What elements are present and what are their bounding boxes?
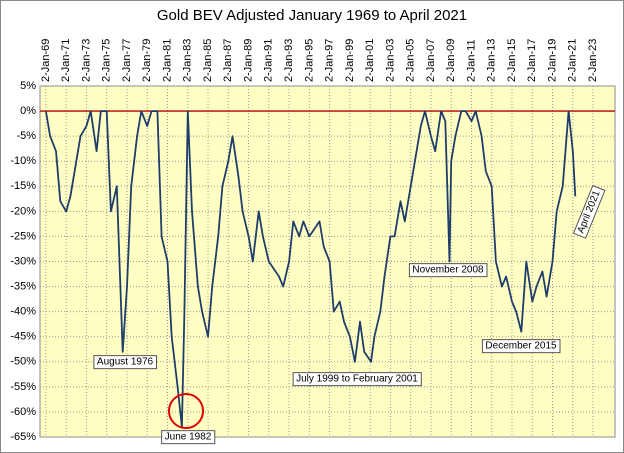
annotation: June 1982 xyxy=(161,430,216,445)
y-tick-label: -50% xyxy=(10,356,36,368)
annotation: November 2008 xyxy=(408,263,488,278)
x-tick-label: 2-Jan-69 xyxy=(40,39,52,82)
x-tick-label: 2-Jan-07 xyxy=(425,39,437,82)
annotation: August 1976 xyxy=(93,355,158,370)
x-tick-label: 2-Jan-81 xyxy=(161,39,173,82)
y-tick-label: -40% xyxy=(10,306,36,318)
annotation-box xyxy=(93,355,158,370)
annotation-box xyxy=(161,430,216,445)
annotation-box xyxy=(481,339,561,354)
y-tick-label: -55% xyxy=(10,381,36,393)
y-tick-label: -25% xyxy=(10,230,36,242)
x-tick-label: 2-Jan-21 xyxy=(567,39,579,82)
y-tick-label: -60% xyxy=(10,406,36,418)
annotation-text: July 1999 to February 2001 xyxy=(296,374,418,385)
x-tick-label: 2-Jan-05 xyxy=(405,39,417,82)
x-tick-label: 2-Jan-75 xyxy=(101,39,113,82)
y-tick-label: -5% xyxy=(16,130,36,142)
x-tick-label: 2-Jan-09 xyxy=(445,39,457,82)
x-tick-label: 2-Jan-97 xyxy=(324,39,336,82)
x-tick-label: 2-Jan-73 xyxy=(80,39,92,82)
x-tick-label: 2-Jan-91 xyxy=(263,39,275,82)
annotation-box xyxy=(292,372,422,387)
annotation-text: December 2015 xyxy=(485,341,557,352)
annotation-box xyxy=(572,184,606,239)
data-line xyxy=(45,110,577,428)
y-tick-label: 0% xyxy=(20,105,36,117)
y-tick-label: -45% xyxy=(10,331,36,343)
x-tick-label: 2-Jan-15 xyxy=(506,39,518,82)
x-tick-label: 2-Jan-03 xyxy=(384,39,396,82)
annotation-text: November 2008 xyxy=(412,265,484,276)
x-tick-label: 2-Jan-23 xyxy=(587,39,599,82)
x-tick-label: 2-Jan-13 xyxy=(486,39,498,82)
x-tick-label: 2-Jan-95 xyxy=(303,39,315,82)
x-tick-label: 2-Jan-85 xyxy=(202,39,214,82)
y-tick-label: -10% xyxy=(10,155,36,167)
y-tick-label: -65% xyxy=(10,431,36,443)
x-tick-label: 2-Jan-71 xyxy=(60,39,72,82)
annotation-text: June 1982 xyxy=(165,432,212,443)
annotation: December 2015 xyxy=(481,339,561,354)
x-tick-label: 2-Jan-19 xyxy=(546,39,558,82)
highlight-circle xyxy=(168,393,204,429)
y-tick-label: -30% xyxy=(10,255,36,267)
chart-title: Gold BEV Adjusted January 1969 to April … xyxy=(157,7,467,24)
x-tick-label: 2-Jan-79 xyxy=(141,39,153,82)
annotation-text: August 1976 xyxy=(97,357,154,368)
y-tick-label: 5% xyxy=(20,80,36,92)
annotation: July 1999 to February 2001 xyxy=(292,372,422,387)
x-tick-label: 2-Jan-89 xyxy=(242,39,254,82)
y-tick-label: -20% xyxy=(10,205,36,217)
annotation-box xyxy=(408,263,488,278)
x-tick-label: 2-Jan-93 xyxy=(283,39,295,82)
x-tick-label: 2-Jan-17 xyxy=(526,39,538,82)
x-tick-label: 2-Jan-83 xyxy=(182,39,194,82)
x-tick-label: 2-Jan-99 xyxy=(344,39,356,82)
x-tick-label: 2-Jan-11 xyxy=(465,39,477,82)
x-tick-label: 2-Jan-01 xyxy=(364,39,376,82)
x-tick-label: 2-Jan-77 xyxy=(121,39,133,82)
y-tick-label: -35% xyxy=(10,280,36,292)
y-tick-label: -15% xyxy=(10,180,36,192)
x-tick-label: 2-Jan-87 xyxy=(222,39,234,82)
